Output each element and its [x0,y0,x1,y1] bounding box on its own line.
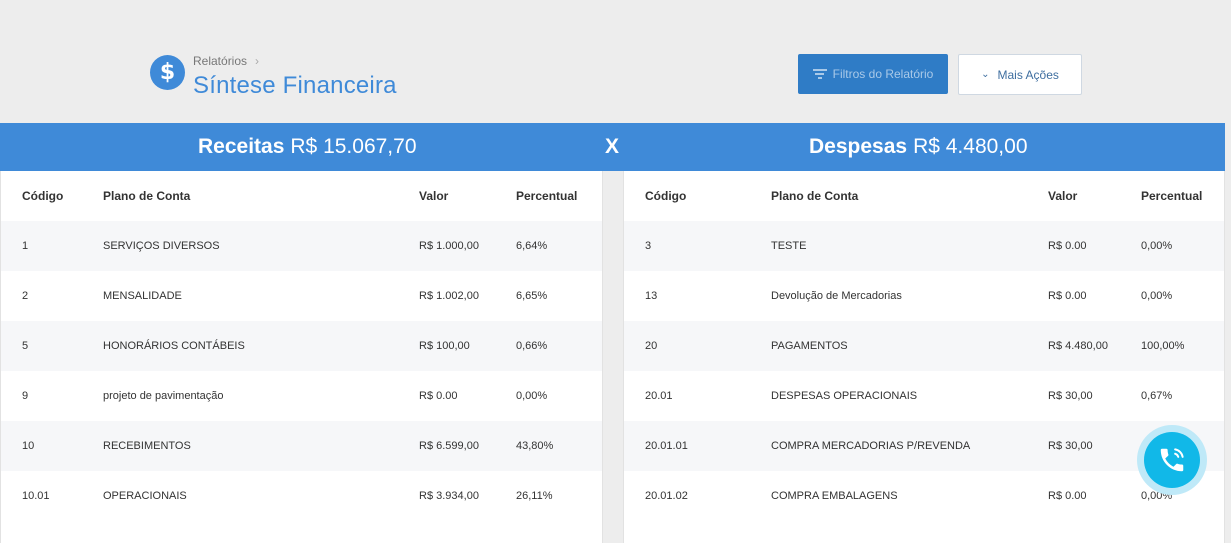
cell-account-plan: TESTE [771,240,807,252]
cell-value: R$ 6.599,00 [419,440,479,452]
table-row[interactable]: 13 Devolução de Mercadorias R$ 0.00 0,00% [624,271,1224,321]
call-widget-button[interactable] [1137,425,1207,495]
cell-code: 10 [22,440,35,452]
page-header: $ Relatórios › Síntese Financeira Filtro… [0,0,1231,123]
cell-code: 13 [645,290,658,302]
cell-percent: 100,00% [1141,340,1185,352]
cell-value: R$ 1.002,00 [419,290,479,302]
cell-code: 20.01.02 [645,490,688,502]
cell-percent: 6,64% [516,240,548,252]
cell-code: 1 [22,240,29,252]
cell-value: R$ 4.480,00 [1048,340,1108,352]
report-filters-label: Filtros do Relatório [832,67,934,81]
cell-code: 20 [645,340,658,352]
cell-account-plan: COMPRA EMBALAGENS [771,490,898,502]
breadcrumb: Relatórios › [193,54,259,68]
table-row[interactable]: 10.01 OPERACIONAIS R$ 3.934,00 26,11% [1,471,602,521]
page-title: Síntese Financeira [193,72,397,99]
report-filters-button[interactable]: Filtros do Relatório [798,54,948,94]
receitas-table: Código Plano de Conta Valor Percentual 1 SERV… [0,171,603,543]
table-header-row: Código Plano de Conta Valor Percentual [624,171,1224,221]
cell-value: R$ 3.934,00 [419,490,479,502]
cell-account-plan: MENSALIDADE [103,290,182,302]
table-row[interactable]: 20.01 DESPESAS OPERACIONAIS R$ 30,00 0,67% [624,371,1224,421]
cell-account-plan: HONORÁRIOS CONTÁBEIS [103,340,245,352]
cell-value: R$ 0.00 [1048,490,1087,502]
cell-code: 10.01 [22,490,50,502]
cell-code: 20.01 [645,390,673,402]
cell-code: 3 [645,240,652,252]
table-row[interactable]: 9 projeto de pavimentação R$ 0.00 0,00% [1,371,602,421]
receitas-label: Receitas [198,135,285,158]
table-row[interactable]: 2 MENSALIDADE R$ 1.002,00 6,65% [1,271,602,321]
column-header[interactable]: Código [22,189,64,203]
cell-account-plan: Devolução de Mercadorias [771,290,902,302]
panel-divider [603,171,623,543]
cell-value: R$ 0.00 [1048,240,1087,252]
despesas-total: R$ 4.480,00 [913,135,1028,158]
column-header[interactable]: Percentual [516,189,578,203]
despesas-label: Despesas [809,135,908,158]
receitas-total: R$ 15.067,70 [290,135,417,158]
cell-value: R$ 30,00 [1048,390,1093,402]
table-row[interactable]: 20.01.02 COMPRA EMBALAGENS R$ 0.00 0,00% [624,471,1224,521]
cell-account-plan: projeto de pavimentação [103,390,224,402]
chevron-down-icon: ⌄ [981,69,990,80]
column-header[interactable]: Plano de Conta [103,189,191,203]
more-actions-button[interactable]: ⌄ Mais Ações [958,54,1082,95]
table-row[interactable]: 10 RECEBIMENTOS R$ 6.599,00 43,80% [1,421,602,471]
cell-percent: 6,65% [516,290,548,302]
cell-account-plan: COMPRA MERCADORIAS P/REVENDA [771,440,971,452]
cell-percent: 0,00% [1141,290,1173,302]
cell-code: 20.01.01 [645,440,688,452]
cell-percent: 0,00% [516,390,548,402]
table-row[interactable]: 20.01.01 COMPRA MERCADORIAS P/REVENDA R$ 3… [624,421,1224,471]
cell-account-plan: DESPESAS OPERACIONAIS [771,390,918,402]
column-header[interactable]: Percentual [1141,189,1203,203]
table-row[interactable]: 5 HONORÁRIOS CONTÁBEIS R$ 100,00 0,66% [1,321,602,371]
cell-value: R$ 0.00 [419,390,458,402]
table-row[interactable]: 3 TESTE R$ 0.00 0,00% [624,221,1224,271]
cell-account-plan: PAGAMENTOS [771,340,848,352]
cell-value: R$ 0.00 [1048,290,1087,302]
cell-percent: 0,67% [1141,390,1173,402]
cell-percent: 0,00% [1141,240,1173,252]
column-header[interactable]: Valor [1048,189,1078,203]
filter-icon [812,69,827,79]
cell-code: 5 [22,340,29,352]
cell-account-plan: SERVIÇOS DIVERSOS [103,240,220,252]
cell-value: R$ 1.000,00 [419,240,479,252]
cell-percent: 43,80% [516,440,554,452]
despesas-summary: Despesas R$ 4.480,00 [809,123,1028,171]
despesas-table: Código Plano de Conta Valor Percentual 3 TEST… [623,171,1225,543]
column-header[interactable]: Plano de Conta [771,189,859,203]
more-actions-label: Mais Ações [997,67,1059,82]
cell-account-plan: OPERACIONAIS [103,490,187,502]
cell-percent: 0,66% [516,340,548,352]
phone-icon [1160,448,1184,472]
dollar-icon: $ [150,55,185,90]
table-header-row: Código Plano de Conta Valor Percentual [1,171,602,221]
cell-percent: 26,11% [516,490,553,502]
cell-value: R$ 30,00 [1048,440,1093,452]
chevron-right-icon: › [255,54,260,68]
cell-code: 9 [22,390,29,402]
column-header[interactable]: Código [645,189,687,203]
receitas-summary: Receitas R$ 15.067,70 [198,123,417,171]
breadcrumb-reports-link[interactable]: Relatórios [193,54,248,68]
table-row[interactable]: 1 SERVIÇOS DIVERSOS R$ 1.000,00 6,64% [1,221,602,271]
cell-account-plan: RECEBIMENTOS [103,440,191,452]
versus-separator: X [605,135,620,158]
cell-value: R$ 100,00 [419,340,470,352]
column-header[interactable]: Valor [419,189,449,203]
table-row[interactable]: 20 PAGAMENTOS R$ 4.480,00 100,00% [624,321,1224,371]
cell-code: 2 [22,290,29,302]
summary-bar: Receitas R$ 15.067,70 X Despesas R$ 4.48… [0,123,1225,171]
